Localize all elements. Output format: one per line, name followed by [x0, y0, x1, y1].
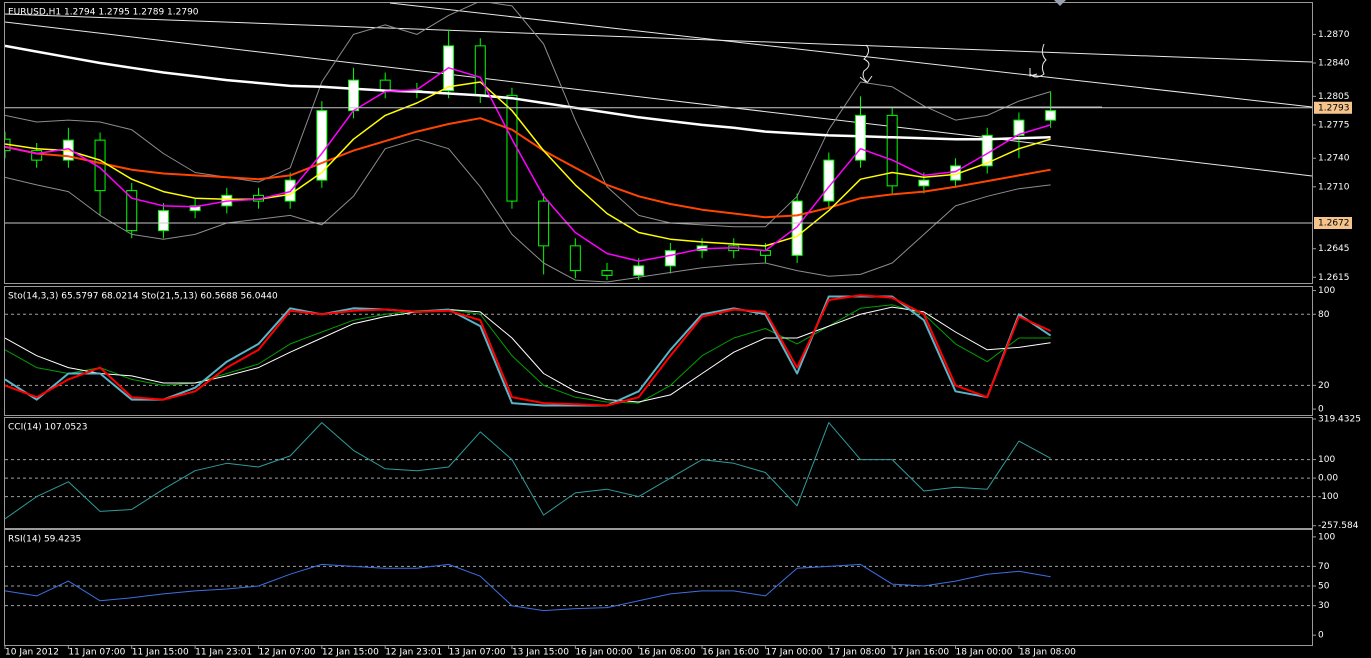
trend-line — [4, 21, 1313, 177]
y-tick-label: 1.2710 — [1318, 182, 1350, 192]
panel-title: EURUSD,H1 1.2794 1.2795 1.2789 1.2790 — [8, 8, 199, 18]
indicator-line — [5, 67, 1051, 262]
x-tick-label: 16 Jan 08:00 — [639, 648, 696, 658]
indicator-line — [5, 3, 1051, 228]
y-tick-label: 0 — [1318, 405, 1324, 415]
candle-body — [569, 245, 581, 272]
candle-body — [791, 200, 803, 256]
candle-body — [918, 179, 930, 187]
y-tick-label: 1.2840 — [1318, 59, 1350, 69]
panel — [5, 294, 1312, 407]
candle-body — [126, 190, 138, 232]
y-tick-label: 100 — [1318, 455, 1335, 465]
indicator-line — [5, 44, 1051, 141]
y-tick-label: -257.584 — [1318, 521, 1359, 531]
panel-title: Sto(14,3,3) 65.5797 68.0214 Sto(21,5,13)… — [8, 292, 278, 302]
y-tick-label: 0 — [1318, 631, 1324, 641]
x-tick-label: 13 Jan 07:00 — [449, 648, 506, 658]
y-tick-label: 1.2740 — [1318, 154, 1350, 164]
y-tick-label: 1.2775 — [1318, 120, 1350, 130]
x-tick-label: 10 Jan 2012 — [5, 648, 59, 658]
y-tick-label: 1.2645 — [1318, 244, 1350, 254]
panel — [5, 563, 1312, 612]
candle-body — [664, 250, 676, 267]
indicator-line — [5, 563, 1051, 612]
panel-title: RSI(14) 59.4235 — [8, 535, 81, 545]
y-tick-label: 1.2870 — [1318, 30, 1350, 40]
indicator-line — [5, 304, 1051, 404]
x-tick-label: 17 Jan 16:00 — [892, 648, 949, 658]
candle-body — [854, 114, 866, 161]
candle-body — [1013, 119, 1025, 136]
candle-body — [886, 114, 898, 187]
x-tick-label: 17 Jan 00:00 — [765, 648, 822, 658]
x-tick-label: 18 Jan 08:00 — [1019, 648, 1076, 658]
y-tick-label: 70 — [1318, 562, 1330, 572]
scroll-marker — [1054, 0, 1066, 6]
cci-panel-frame — [4, 417, 1313, 529]
y-tick-label: 100 — [1318, 286, 1335, 296]
candle-body — [474, 45, 486, 96]
x-tick-label: 17 Jan 08:00 — [829, 648, 886, 658]
stochastic-panel-frame — [4, 286, 1313, 416]
candle-body — [348, 79, 360, 112]
candle-body — [189, 205, 201, 212]
drawings — [4, 0, 1313, 177]
panel-title: CCI(14) 107.0523 — [8, 423, 88, 433]
indicator-line — [5, 117, 1051, 219]
y-tick-label: -100 — [1318, 492, 1339, 502]
panel — [5, 3, 1057, 283]
candle-body — [823, 159, 835, 202]
x-tick-label: 16 Jan 00:00 — [575, 648, 632, 658]
y-tick-label: 30 — [1318, 601, 1330, 611]
candle-body — [633, 265, 645, 276]
y-tick-label: 319.4325 — [1318, 415, 1361, 425]
indicator-line — [5, 422, 1051, 520]
trend-line — [389, 2, 1313, 108]
x-tick-label: 16 Jan 16:00 — [702, 648, 759, 658]
hand-arrow — [859, 44, 873, 84]
y-tick-label: 50 — [1318, 582, 1330, 592]
indicator-line — [5, 138, 1051, 283]
x-tick-label: 12 Jan 15:00 — [322, 648, 379, 658]
candle-body — [379, 79, 391, 92]
indicator-line — [5, 306, 1051, 403]
candle-body — [601, 270, 613, 276]
main-panel-frame — [4, 2, 1313, 284]
price-label: 1.2793 — [1318, 103, 1350, 113]
trend-line — [4, 13, 1313, 63]
candle-body — [31, 150, 43, 161]
x-tick-label: 13 Jan 15:00 — [512, 648, 569, 658]
y-tick-label: 80 — [1318, 310, 1330, 320]
indicator-line — [5, 295, 1052, 407]
x-tick-label: 11 Jan 07:00 — [68, 648, 125, 658]
x-tick-label: 12 Jan 07:00 — [258, 648, 315, 658]
price-label-box — [1314, 101, 1352, 114]
panel-frames — [4, 2, 1313, 646]
x-tick-label: 11 Jan 23:01 — [195, 648, 252, 658]
rsi-panel-frame — [4, 529, 1313, 646]
y-tick-label: 1.2615 — [1318, 273, 1350, 283]
price-label: 1.2672 — [1318, 219, 1350, 229]
candle-body — [157, 210, 169, 232]
x-tick-label: 12 Jan 23:01 — [385, 648, 442, 658]
price-label-box — [1314, 217, 1352, 229]
x-tick-label: 18 Jan 00:00 — [956, 648, 1013, 658]
candle-body — [1045, 110, 1057, 121]
hand-arrow — [1029, 43, 1047, 78]
x-tick-label: 11 Jan 15:00 — [132, 648, 189, 658]
y-tick-label: 1.2805 — [1318, 92, 1350, 102]
y-tick-label: 20 — [1318, 381, 1330, 391]
indicator-line — [5, 294, 1052, 407]
y-tick-label: 0.00 — [1318, 474, 1338, 484]
panel — [5, 422, 1312, 520]
y-tick-label: 100 — [1318, 532, 1335, 542]
indicator-line — [5, 81, 1051, 247]
candle-body — [316, 110, 328, 181]
